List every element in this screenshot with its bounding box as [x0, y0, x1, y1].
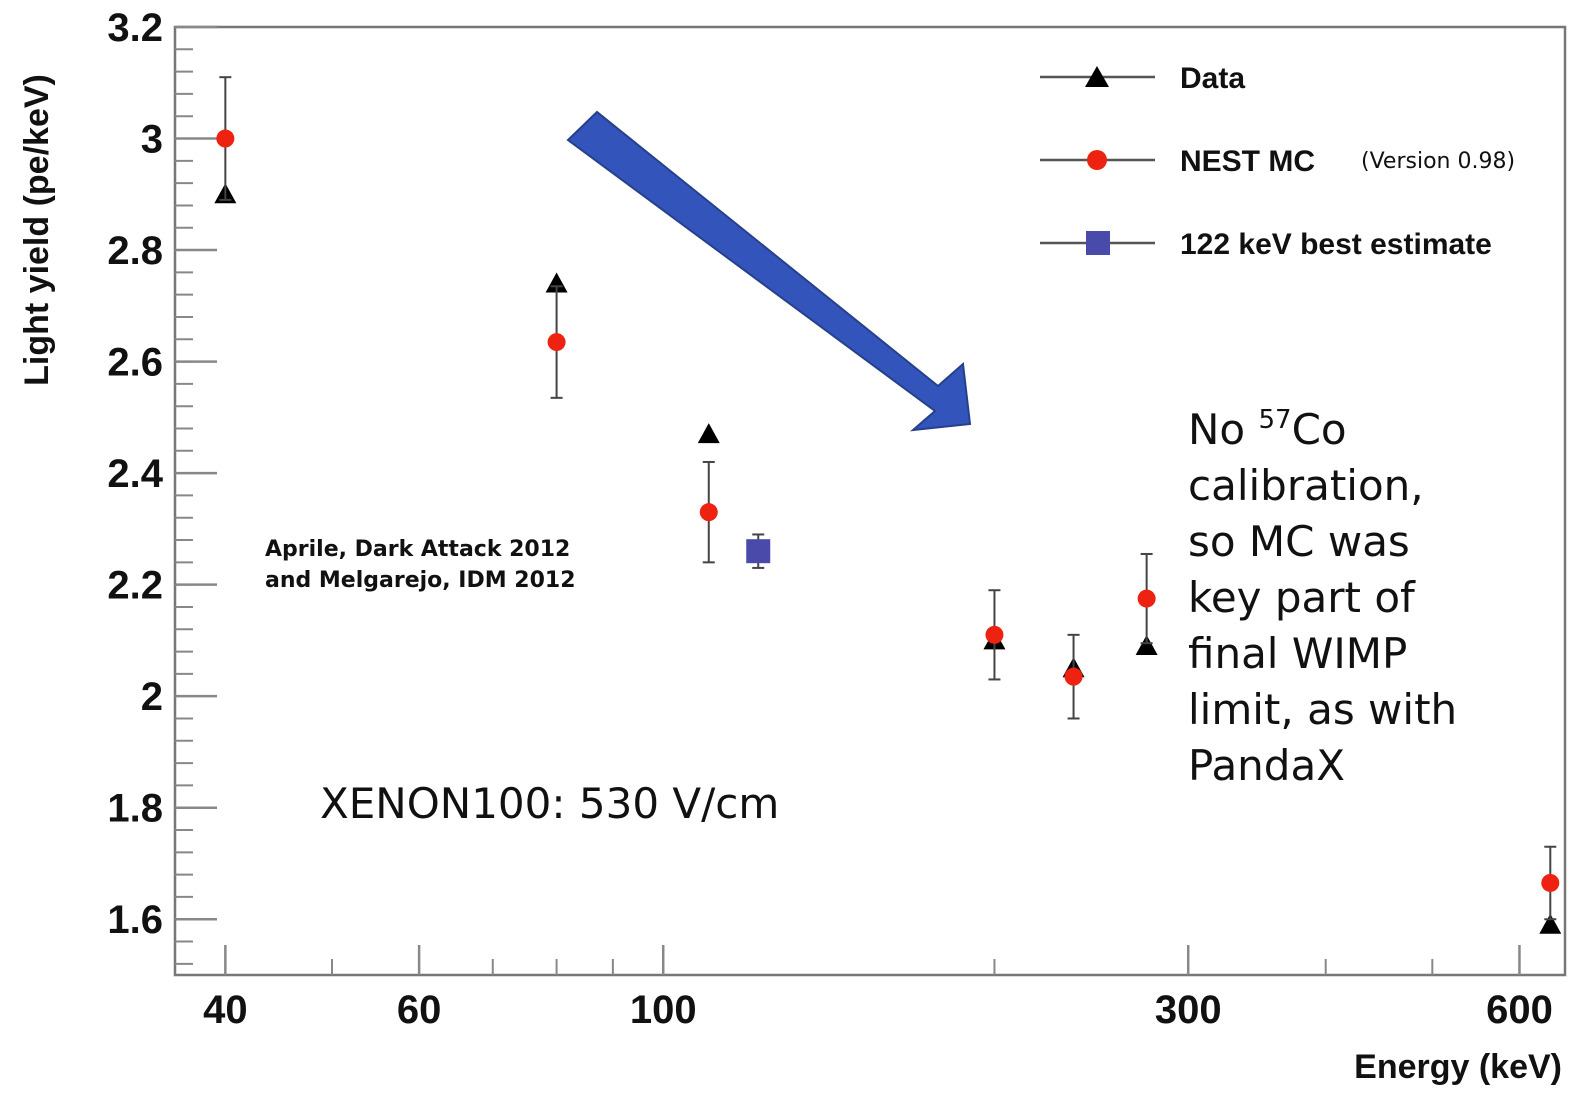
data-point-triangle — [545, 272, 568, 293]
trend-arrow — [566, 110, 972, 432]
citation-line-2: and Melgarejo, IDM 2012 — [265, 568, 576, 593]
legend-label-best: 122 keV best estimate — [1180, 228, 1492, 261]
note-line: final WIMP — [1188, 629, 1407, 678]
condition-label: XENON100: 530 V/cm — [320, 779, 779, 828]
legend-marker-best — [1086, 231, 1110, 255]
note-line: calibration, — [1188, 461, 1424, 510]
y-tick-label: 1.8 — [107, 787, 163, 831]
y-tick-label: 2.2 — [107, 564, 163, 608]
data-point-triangle — [1539, 913, 1562, 934]
y-tick-label: 1.6 — [107, 898, 163, 942]
note-line: limit, as with — [1188, 685, 1457, 734]
y-tick-label: 2.8 — [107, 229, 163, 273]
y-axis-title: Light yield (pe/keV) — [18, 74, 56, 386]
x-axis-title: Energy (keV) — [1354, 1048, 1562, 1086]
series-1 — [216, 76, 1560, 921]
data-series — [214, 76, 1562, 934]
note-superscript: 57 — [1258, 405, 1291, 435]
nest-point-circle — [216, 129, 235, 148]
minor-ticks — [175, 48, 1434, 975]
x-tick-label: 300 — [1155, 988, 1222, 1032]
legend-label-nest: NEST MC — [1180, 145, 1315, 178]
x-tick-label: 60 — [397, 988, 442, 1032]
note-line: PandaX — [1188, 741, 1345, 790]
legend: Data NEST MC (Version 0.98) 122 keV best… — [1040, 62, 1515, 261]
y-tick-label: 2.4 — [107, 452, 163, 496]
legend-marker-nest — [1087, 150, 1107, 170]
series-2 — [746, 533, 771, 569]
y-axis: 1.6 1.8 2 2.2 2.4 2.6 2.8 3 3.2 — [107, 6, 217, 942]
nest-point-circle — [1541, 873, 1560, 892]
legend-version-note: (Version 0.98) — [1361, 149, 1515, 174]
nest-point-circle — [699, 503, 718, 522]
legend-marker-data — [1085, 66, 1109, 87]
note-line: key part of — [1188, 573, 1416, 622]
note-line: so MC was — [1188, 517, 1410, 566]
nest-point-circle — [1137, 589, 1156, 608]
x-tick-label: 600 — [1486, 988, 1553, 1032]
note-prefix: No — [1188, 405, 1258, 454]
note-element: Co — [1292, 405, 1347, 454]
nest-point-circle — [1064, 667, 1083, 686]
x-tick-label: 100 — [630, 988, 697, 1032]
best-estimate-square — [746, 539, 771, 564]
y-tick-label: 2.6 — [107, 341, 163, 385]
data-point-triangle — [697, 423, 720, 444]
note-first-line: No 57Co — [1188, 405, 1347, 454]
x-axis: 40 60 100 300 600 — [203, 945, 1553, 1032]
nest-point-circle — [985, 625, 1004, 644]
data-point-triangle — [1135, 634, 1158, 655]
legend-label-data: Data — [1180, 62, 1245, 95]
nest-point-circle — [547, 333, 566, 352]
plot-frame — [173, 25, 1567, 977]
x-tick-label: 40 — [203, 988, 248, 1032]
y-tick-label: 3.2 — [107, 6, 163, 50]
y-tick-label: 2 — [141, 675, 163, 719]
y-tick-label: 3 — [141, 118, 163, 162]
note-lines: calibration, so MC was key part of final WI… — [1188, 461, 1457, 790]
citation-line-1: Aprile, Dark Attack 2012 — [265, 537, 570, 562]
